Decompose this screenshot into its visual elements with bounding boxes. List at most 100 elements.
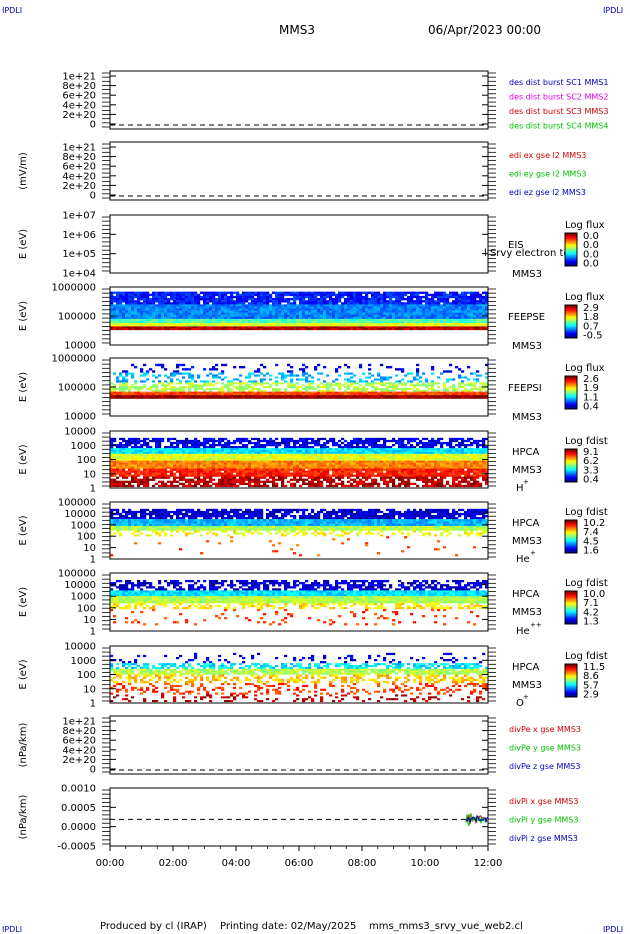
heatmap-cell	[119, 295, 123, 299]
heatmap-cell	[179, 439, 183, 443]
heatmap-cell	[359, 396, 363, 399]
heatmap-cell	[266, 324, 270, 327]
heatmap-cell	[122, 396, 126, 399]
heatmap-cell	[113, 453, 117, 457]
heatmap-cell	[344, 322, 348, 325]
heatmap-cell	[209, 451, 213, 454]
heatmap-cell	[410, 310, 414, 313]
heatmap-cell	[287, 382, 291, 385]
heatmap-cell	[122, 453, 126, 457]
heatmap-cell	[437, 304, 441, 307]
heatmap-cell	[335, 378, 339, 381]
heatmap-cell	[470, 451, 474, 454]
heatmap-cell	[119, 448, 123, 451]
heatmap-cell	[260, 306, 264, 309]
heatmap-cell	[395, 308, 399, 311]
heatmap-cell	[134, 306, 138, 309]
heatmap-cell	[242, 456, 246, 459]
heatmap-cell	[380, 450, 384, 453]
heatmap-cell	[206, 387, 210, 390]
heatmap-cell	[404, 450, 408, 453]
heatmap-cell	[467, 395, 471, 398]
heatmap-cell	[236, 306, 240, 309]
heatmap-cell	[431, 382, 435, 385]
heatmap-cell	[335, 451, 339, 454]
heatmap-cell	[353, 395, 357, 398]
heatmap-cell	[113, 316, 117, 320]
heatmap-cell	[152, 298, 156, 301]
heatmap-cell	[485, 310, 489, 313]
heatmap-cell	[338, 328, 342, 331]
heatmap-cell	[308, 293, 312, 297]
heatmap-cell	[164, 291, 168, 294]
heatmap-cell	[398, 448, 402, 451]
heatmap-cell	[311, 451, 315, 454]
heatmap-cell	[308, 387, 312, 390]
heatmap-cell	[122, 324, 126, 327]
heatmap-cell	[299, 386, 303, 389]
panel-frame-des-dist-burst	[109, 70, 489, 130]
heatmap-cell	[353, 451, 357, 454]
colorbar-label: 2.6	[583, 374, 599, 385]
heatmap-cell	[248, 302, 252, 305]
heatmap-cell	[227, 389, 231, 392]
heatmap-cell	[110, 308, 114, 311]
heatmap-cell	[389, 300, 393, 303]
heatmap-cell	[269, 326, 273, 329]
heatmap-cell	[482, 395, 486, 398]
heatmap-cell	[116, 318, 120, 322]
heatmap-cell	[197, 386, 201, 389]
heatmap-cell	[251, 448, 255, 451]
heatmap-cell	[266, 444, 270, 447]
heatmap-cell	[392, 295, 396, 299]
heatmap-cell	[242, 396, 246, 399]
heatmap-cell	[128, 302, 132, 305]
heatmap-cell	[239, 439, 243, 443]
heatmap-cell	[458, 314, 462, 318]
heatmap-cell	[479, 308, 483, 311]
heatmap-cell	[158, 396, 162, 399]
heatmap-cell	[464, 320, 468, 324]
heatmap-cell	[257, 453, 261, 457]
heatmap-cell	[416, 322, 420, 325]
heatmap-cell	[374, 295, 378, 299]
heatmap-cell	[140, 295, 144, 299]
heatmap-cell	[311, 439, 315, 443]
heatmap-cell	[422, 324, 426, 327]
heatmap-cell	[407, 300, 411, 303]
heatmap-cell	[302, 324, 306, 327]
heatmap-cell	[146, 448, 150, 451]
heatmap-cell	[302, 387, 306, 390]
heatmap-cell	[314, 298, 318, 301]
heatmap-cell	[350, 382, 354, 385]
heatmap-cell	[179, 396, 183, 399]
heatmap-cell	[311, 291, 315, 294]
heatmap-cell	[467, 391, 471, 394]
heatmap-cell	[287, 300, 291, 303]
heatmap-cell	[221, 456, 225, 459]
heatmap-cell	[287, 458, 291, 461]
heatmap-cell	[113, 310, 117, 313]
heatmap-cell	[317, 304, 321, 307]
heatmap-cell	[449, 444, 453, 447]
heatmap-cell	[221, 451, 225, 454]
heatmap-cell	[116, 456, 120, 459]
heatmap-cell	[419, 328, 423, 331]
heatmap-cell	[305, 446, 309, 449]
heatmap-cell	[398, 312, 402, 315]
heatmap-cell	[140, 298, 144, 301]
heatmap-cell	[296, 391, 300, 394]
heatmap-cell	[362, 312, 366, 315]
heatmap-cell	[476, 453, 480, 457]
heatmap-cell	[332, 441, 336, 445]
heatmap-cell	[146, 312, 150, 315]
heatmap-cell	[416, 312, 420, 315]
heatmap-cell	[434, 324, 438, 327]
heatmap-cell	[386, 316, 390, 320]
heatmap-cell	[215, 444, 219, 447]
heatmap-cell	[416, 306, 420, 309]
heatmap-cell	[347, 293, 351, 297]
heatmap-cell	[422, 310, 426, 313]
heatmap-cell	[482, 304, 486, 307]
heatmap-cell	[221, 393, 225, 396]
